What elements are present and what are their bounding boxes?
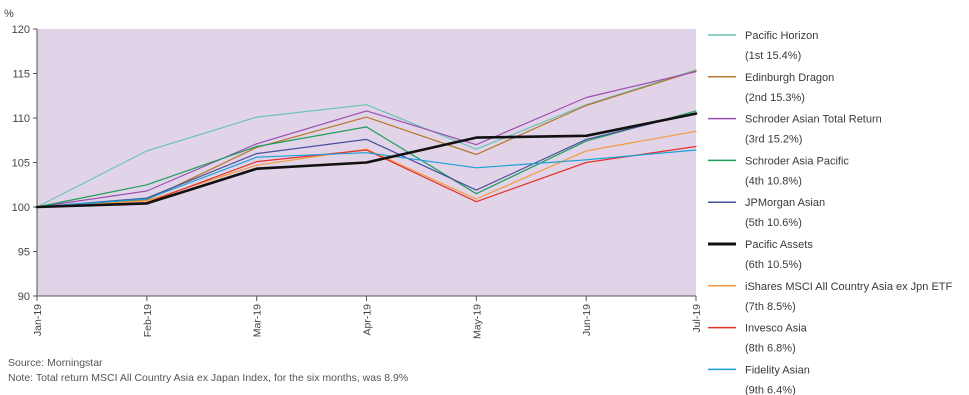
legend-rank: (3rd 15.2%) [745,134,802,146]
legend-label: iShares MSCI All Country Asia ex Jpn ETF [745,281,953,293]
legend-rank: (8th 6.8%) [745,343,796,355]
y-tick-label: 110 [12,113,30,125]
legend-label: Pacific Assets [745,239,813,251]
legend-label: Pacific Horizon [745,30,818,42]
series-lines [35,69,698,209]
y-tick-label: 100 [12,202,30,214]
x-tick-label: Apr-19 [362,304,374,336]
series-line [36,71,697,208]
y-axis: 90 95 100 105 110 115 120 [12,24,38,303]
series-line [36,69,697,208]
series-line [36,110,697,208]
legend-label: JPMorgan Asian [745,197,825,209]
legend-rank: (7th 8.5%) [745,301,796,313]
series-line [35,112,698,209]
source-note: Source: Morningstar [8,357,103,369]
footnote: Note: Total return MSCI All Country Asia… [8,372,409,384]
legend-rank: (9th 6.4%) [745,384,796,395]
legend-rank: (5th 10.6%) [745,217,802,229]
legend-label: Fidelity Asian [745,364,810,376]
legend-label: Schroder Asia Pacific [745,155,849,167]
x-tick-label: Feb-19 [142,304,154,337]
legend-label: Invesco Asia [745,323,808,335]
legend-label: Edinburgh Dragon [745,72,834,84]
x-tick-label: Jul-19 [691,304,703,333]
x-tick-label: Mar-19 [252,304,264,337]
y-axis-label: % [4,8,14,20]
legend-rank: (4th 10.8%) [745,175,802,187]
legend-label: Schroder Asian Total Return [745,114,882,126]
series-line [36,130,697,208]
series-line [36,149,697,208]
y-tick-label: 115 [12,69,30,81]
y-tick-label: 105 [12,158,30,170]
x-tick-label: May-19 [471,304,483,339]
y-tick-label: 120 [12,24,30,36]
x-tick-label: Jan-19 [32,304,44,336]
series-line [36,70,697,208]
series-line [36,112,697,208]
x-axis: Jan-19 Feb-19 Mar-19 Apr-19 May-19 Jun-19 Jul-… [32,295,703,339]
legend: Pacific Horizon (1st 15.4%) Edinburgh Drag… [708,30,953,395]
legend-rank: (1st 15.4%) [745,50,801,62]
x-tick-label: Jun-19 [581,304,593,336]
legend-rank: (6th 10.5%) [745,259,802,271]
y-tick-label: 90 [18,291,30,303]
legend-rank: (2nd 15.3%) [745,92,805,104]
y-tick-label: 95 [18,247,30,259]
